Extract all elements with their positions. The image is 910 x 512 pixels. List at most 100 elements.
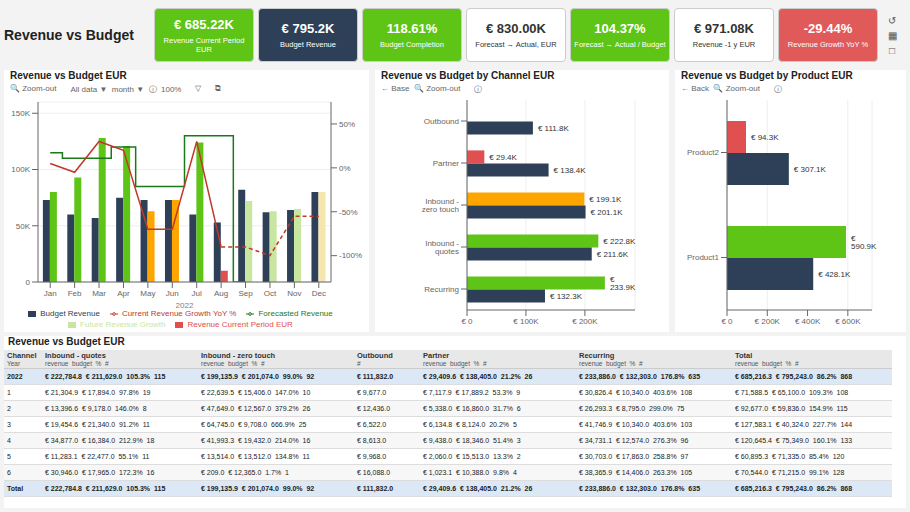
html-text:Total: Total bbox=[735, 351, 753, 360]
html-text:Revenue vs Budget: Revenue vs Budget bbox=[4, 27, 134, 43]
html-text:€ 830.00K: € 830.00K bbox=[486, 21, 546, 36]
svg-text:Outbound: Outbound bbox=[424, 117, 459, 126]
svg-text:€ 307.1K: € 307.1K bbox=[794, 165, 827, 174]
html-text:€ 795.2K: € 795.2K bbox=[281, 21, 335, 36]
html-text:Recurring: Recurring bbox=[579, 351, 615, 360]
html-text:All data ▼ month ▼ ⓘ 100%: All data ▼ month ▼ ⓘ 100% bbox=[70, 85, 182, 94]
svg-text:2022: 2022 bbox=[176, 301, 194, 310]
svg-text:€ 0: € 0 bbox=[721, 317, 733, 326]
svg-text:-100%: -100% bbox=[339, 251, 362, 260]
svg-text:€ 138.4K: € 138.4K bbox=[554, 166, 587, 175]
html-text:Revenue vs Budget by Product E: Revenue vs Budget by Product EUR bbox=[681, 70, 853, 81]
html-text:118.61%: 118.61% bbox=[386, 21, 438, 36]
html-text:€ 685,216.3 € 795,243.0 86.2%: € 685,216.3 € 795,243.0 86.2% 868 bbox=[735, 373, 853, 380]
html-text:Partner: Partner bbox=[423, 351, 450, 360]
svg-text:€ 94.3K: € 94.3K bbox=[751, 133, 779, 142]
html-text:Forecasted Revenue: Forecasted Revenue bbox=[258, 309, 333, 318]
svg-text:Jan: Jan bbox=[44, 289, 57, 298]
html-text:€ 233,886.0 € 132,303.0 176.8%: € 233,886.0 € 132,303.0 176.8% 635 bbox=[579, 373, 701, 380]
html-text:Revenue Current Period EUR: Revenue Current Period EUR bbox=[163, 35, 245, 54]
html-text:€ 685.22K: € 685.22K bbox=[174, 16, 234, 32]
html-text:🔍 Zoom-out: 🔍 Zoom-out bbox=[10, 84, 57, 93]
svg-text:Product1: Product1 bbox=[687, 253, 720, 262]
html-text:Year: Year bbox=[7, 360, 21, 367]
svg-text:Partner: Partner bbox=[433, 159, 460, 168]
html-text:€ 222,784.8 € 211,629.0 105.3%: € 222,784.8 € 211,629.0 105.3% 115 bbox=[45, 373, 166, 380]
svg-text:Feb: Feb bbox=[68, 289, 82, 298]
svg-text:Inbound -quotes: Inbound -quotes bbox=[425, 239, 459, 256]
svg-text:€ 199.1K: € 199.1K bbox=[589, 195, 622, 204]
svg-text:Dec: Dec bbox=[312, 289, 326, 298]
html-text:-29.44%: -29.44% bbox=[803, 21, 853, 36]
html-text:Future Revenue Growth: Future Revenue Growth bbox=[80, 320, 166, 329]
html-text:Budget Revenue: Budget Revenue bbox=[280, 40, 336, 49]
html-text:Budget Revenue: Budget Revenue bbox=[40, 309, 100, 318]
html-text:104.37%: 104.37% bbox=[594, 21, 646, 36]
svg-text:Product2: Product2 bbox=[687, 148, 720, 157]
html-text:Outbound: Outbound bbox=[357, 351, 393, 360]
html-text:← Base 🔍 Zoom-out: ← Base 🔍 Zoom-out bbox=[381, 84, 461, 93]
html-text:Revenue Growth YoY %: Revenue Growth YoY % bbox=[787, 40, 869, 49]
html-text:Current Revenue Growth YoY %: Current Revenue Growth YoY % bbox=[121, 309, 237, 318]
svg-text:150K: 150K bbox=[11, 109, 30, 118]
html-text:Channel: Channel bbox=[7, 351, 37, 360]
svg-text:0%: 0% bbox=[339, 164, 351, 173]
svg-text:Oct: Oct bbox=[264, 289, 277, 298]
html-text:€ 9,677.0: € 9,677.0 bbox=[357, 389, 387, 396]
svg-text:50%: 50% bbox=[339, 120, 355, 129]
html-text:revenue budget % #: revenue budget % # bbox=[201, 360, 265, 367]
html-text:2022: 2022 bbox=[7, 373, 23, 380]
svg-text:-50%: -50% bbox=[339, 208, 358, 217]
svg-text:Sep: Sep bbox=[238, 289, 253, 298]
svg-text:May: May bbox=[140, 289, 155, 298]
html-text:€ 7,117.9 € 17,889.2 53.3% 9: € 7,117.9 € 17,889.2 53.3% 9 bbox=[423, 389, 521, 396]
svg-text:Mar: Mar bbox=[92, 289, 106, 298]
svg-text:Aug: Aug bbox=[214, 289, 228, 298]
svg-text:€ 428.1K: € 428.1K bbox=[818, 270, 851, 279]
html-text:€ 971.08K: € 971.08K bbox=[694, 21, 754, 36]
html-text:€ 199,135.9 € 201,074.0 99.0%: € 199,135.9 € 201,074.0 99.0% 92 bbox=[201, 373, 315, 380]
svg-text:€ 111.8K: € 111.8K bbox=[538, 124, 570, 133]
html-text:← Back 🔍 Zoom-out: ← Back 🔍 Zoom-out bbox=[681, 84, 760, 93]
svg-text:€233.9K: €233.9K bbox=[610, 275, 636, 292]
svg-text:€ 600K: € 600K bbox=[835, 317, 861, 326]
svg-text:Recurring: Recurring bbox=[424, 285, 459, 294]
svg-text:€ 29.4K: € 29.4K bbox=[489, 153, 517, 162]
svg-text:0: 0 bbox=[26, 278, 31, 287]
html-text:Forecast → Actual, EUR: Forecast → Actual, EUR bbox=[475, 40, 557, 49]
html-text:Revenue Current Period EUR: Revenue Current Period EUR bbox=[187, 320, 293, 329]
html-text:€ 21,304.9 € 17,894.0 97.8% 19: € 21,304.9 € 17,894.0 97.8% 19 bbox=[45, 389, 151, 396]
svg-text:Nov: Nov bbox=[287, 289, 301, 298]
svg-text:€ 201.1K: € 201.1K bbox=[591, 208, 624, 217]
html-text:Forecast → Actual / Budget: Forecast → Actual / Budget bbox=[574, 40, 666, 49]
svg-text:€ 100K: € 100K bbox=[513, 317, 539, 326]
html-text:Revenue vs Budget EUR: Revenue vs Budget EUR bbox=[10, 70, 127, 81]
html-text:revenue budget % #: revenue budget % # bbox=[45, 360, 109, 367]
svg-text:€590.9K: €590.9K bbox=[851, 234, 877, 251]
html-text:€ 29,409.6 € 138,405.0 21.2% 2: € 29,409.6 € 138,405.0 21.2% 26 bbox=[423, 373, 533, 380]
svg-text:€ 400K: € 400K bbox=[795, 317, 821, 326]
html-text:revenue budget % #: revenue budget % # bbox=[423, 360, 487, 367]
svg-text:Jul: Jul bbox=[192, 289, 202, 298]
html-text:€ 22,639.5 € 15,406.0 147.0% 1: € 22,639.5 € 15,406.0 147.0% 10 bbox=[201, 389, 311, 396]
svg-text:Inbound -zero touch: Inbound -zero touch bbox=[422, 197, 460, 214]
svg-text:€ 0: € 0 bbox=[461, 317, 473, 326]
html-text:Inbound - quotes: Inbound - quotes bbox=[45, 351, 106, 360]
html-text:Budget Completion: Budget Completion bbox=[380, 40, 444, 49]
html-text:Inbound - zero touch: Inbound - zero touch bbox=[201, 351, 276, 360]
svg-text:100K: 100K bbox=[11, 165, 30, 174]
svg-text:€ 222.8K: € 222.8K bbox=[603, 237, 636, 246]
html-text:Revenue vs Budget EUR: Revenue vs Budget EUR bbox=[8, 336, 125, 347]
html-text:revenue budget % #: revenue budget % # bbox=[579, 360, 643, 367]
svg-text:€ 200K: € 200K bbox=[572, 317, 598, 326]
html-text:Revenue -1 y EUR: Revenue -1 y EUR bbox=[692, 40, 756, 49]
html-text:€ 111,832.0: € 111,832.0 bbox=[357, 373, 394, 380]
svg-text:€ 132.3K: € 132.3K bbox=[550, 292, 583, 301]
svg-text:50K: 50K bbox=[16, 222, 31, 231]
html-text:revenue budget % #: revenue budget % # bbox=[735, 360, 799, 367]
svg-text:Apr: Apr bbox=[117, 289, 130, 298]
svg-text:Jun: Jun bbox=[166, 289, 179, 298]
html-text:Revenue vs Budget by Channel E: Revenue vs Budget by Channel EUR bbox=[381, 70, 555, 81]
svg-text:€ 200K: € 200K bbox=[755, 317, 781, 326]
svg-text:€ 211.6K: € 211.6K bbox=[597, 250, 629, 259]
